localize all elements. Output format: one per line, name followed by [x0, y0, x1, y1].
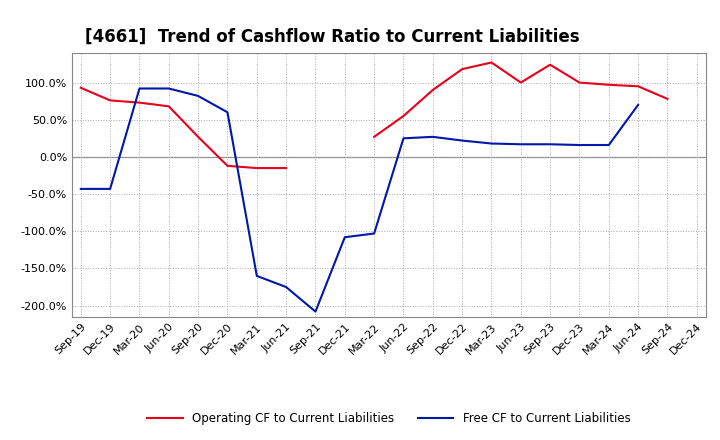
Free CF to Current Liabilities [370, 231, 379, 236]
Operating CF to Current Liabilities [282, 165, 290, 171]
Free CF to Current Liabilities [164, 86, 173, 91]
Operating CF to Current Liabilities [106, 98, 114, 103]
Free CF to Current Liabilities [546, 142, 554, 147]
Free CF to Current Liabilities [341, 235, 349, 240]
Free CF to Current Liabilities [311, 309, 320, 314]
Free CF to Current Liabilities [76, 186, 85, 191]
Operating CF to Current Liabilities [76, 85, 85, 90]
Free CF to Current Liabilities [575, 143, 584, 148]
Operating CF to Current Liabilities [223, 163, 232, 169]
Line: Free CF to Current Liabilities: Free CF to Current Liabilities [81, 88, 638, 312]
Free CF to Current Liabilities [487, 141, 496, 146]
Operating CF to Current Liabilities [135, 100, 144, 105]
Free CF to Current Liabilities [605, 143, 613, 148]
Free CF to Current Liabilities [106, 186, 114, 191]
Free CF to Current Liabilities [458, 138, 467, 143]
Free CF to Current Liabilities [428, 134, 437, 139]
Free CF to Current Liabilities [223, 110, 232, 115]
Operating CF to Current Liabilities [253, 165, 261, 171]
Free CF to Current Liabilities [253, 273, 261, 279]
Free CF to Current Liabilities [399, 136, 408, 141]
Text: [4661]  Trend of Cashflow Ratio to Current Liabilities: [4661] Trend of Cashflow Ratio to Curren… [85, 28, 580, 46]
Operating CF to Current Liabilities [194, 134, 202, 139]
Legend: Operating CF to Current Liabilities, Free CF to Current Liabilities: Operating CF to Current Liabilities, Fre… [143, 407, 635, 429]
Free CF to Current Liabilities [194, 93, 202, 99]
Free CF to Current Liabilities [282, 284, 290, 290]
Free CF to Current Liabilities [634, 102, 642, 107]
Operating CF to Current Liabilities [164, 104, 173, 109]
Free CF to Current Liabilities [516, 142, 525, 147]
Free CF to Current Liabilities [135, 86, 144, 91]
Line: Operating CF to Current Liabilities: Operating CF to Current Liabilities [81, 88, 286, 168]
